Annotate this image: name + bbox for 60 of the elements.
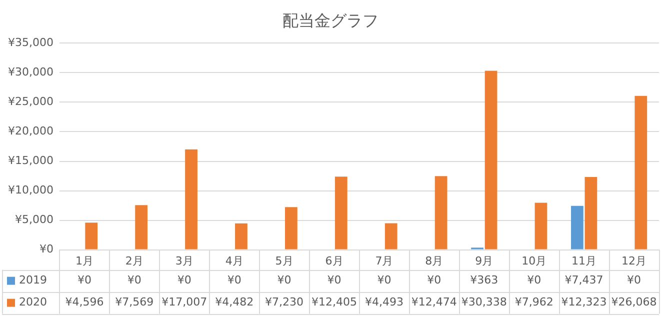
y-tick-label: ¥5,000 <box>14 213 54 226</box>
bar <box>235 223 248 250</box>
data-label: ¥0 <box>227 274 242 287</box>
y-tick-label: ¥15,000 <box>8 154 54 168</box>
y-tick-label: ¥30,000 <box>8 66 54 79</box>
x-tick-label: 8月 <box>425 254 444 268</box>
legend-label: 2019 <box>19 274 47 287</box>
x-tick-label: 2月 <box>125 254 144 268</box>
bar <box>534 202 548 250</box>
bar <box>484 70 498 250</box>
x-tick-label: 7月 <box>375 254 394 268</box>
data-label: ¥4,493 <box>364 296 404 309</box>
data-label: ¥7,437 <box>564 274 604 287</box>
bar <box>384 223 398 250</box>
bar <box>571 206 584 250</box>
data-label: ¥0 <box>527 274 542 287</box>
chart-title: 配当金グラフ <box>282 10 378 30</box>
data-label: ¥0 <box>177 274 192 287</box>
data-label: ¥26,068 <box>611 296 657 309</box>
bar <box>584 177 598 250</box>
data-label: ¥0 <box>427 274 442 287</box>
x-tick-label: 4月 <box>225 254 244 268</box>
bar <box>334 176 348 250</box>
data-label: ¥4,596 <box>65 296 104 309</box>
data-label: ¥12,474 <box>411 296 457 309</box>
legend-label: 2020 <box>19 296 47 309</box>
data-label: ¥0 <box>127 274 142 287</box>
data-label: ¥30,338 <box>461 296 507 309</box>
data-label: ¥363 <box>470 274 498 287</box>
x-tick-label: 11月 <box>572 254 597 268</box>
x-tick-label: 1月 <box>75 254 94 268</box>
data-label: ¥7,230 <box>265 296 304 309</box>
x-tick-label: 3月 <box>175 254 194 268</box>
data-label: ¥17,007 <box>162 296 208 309</box>
bar <box>284 207 298 250</box>
data-label: ¥12,405 <box>312 296 358 309</box>
bar <box>434 176 448 250</box>
data-label: ¥0 <box>277 274 292 287</box>
data-label: ¥7,569 <box>115 296 154 309</box>
bar <box>634 96 648 250</box>
data-label: ¥0 <box>627 274 642 287</box>
x-tick-label: 9月 <box>475 254 494 268</box>
y-tick-label: ¥10,000 <box>8 184 54 197</box>
y-tick-label: ¥35,000 <box>8 36 54 50</box>
data-label: ¥12,323 <box>561 296 607 309</box>
bar <box>135 205 148 250</box>
y-tick-label: ¥0 <box>39 242 54 256</box>
x-tick-label: 5月 <box>275 254 294 268</box>
data-label: ¥0 <box>377 274 392 287</box>
data-label: ¥0 <box>77 274 92 287</box>
bar <box>85 222 98 250</box>
data-label: ¥0 <box>327 274 342 287</box>
bar <box>185 149 198 250</box>
data-label: ¥7,962 <box>514 296 554 309</box>
y-tick-label: ¥20,000 <box>8 124 54 138</box>
y-tick-label: ¥25,000 <box>8 95 54 108</box>
x-tick-label: 6月 <box>325 254 344 268</box>
x-tick-label: 10月 <box>522 254 547 268</box>
x-tick-label: 12月 <box>622 254 647 268</box>
data-label: ¥4,482 <box>215 296 254 309</box>
